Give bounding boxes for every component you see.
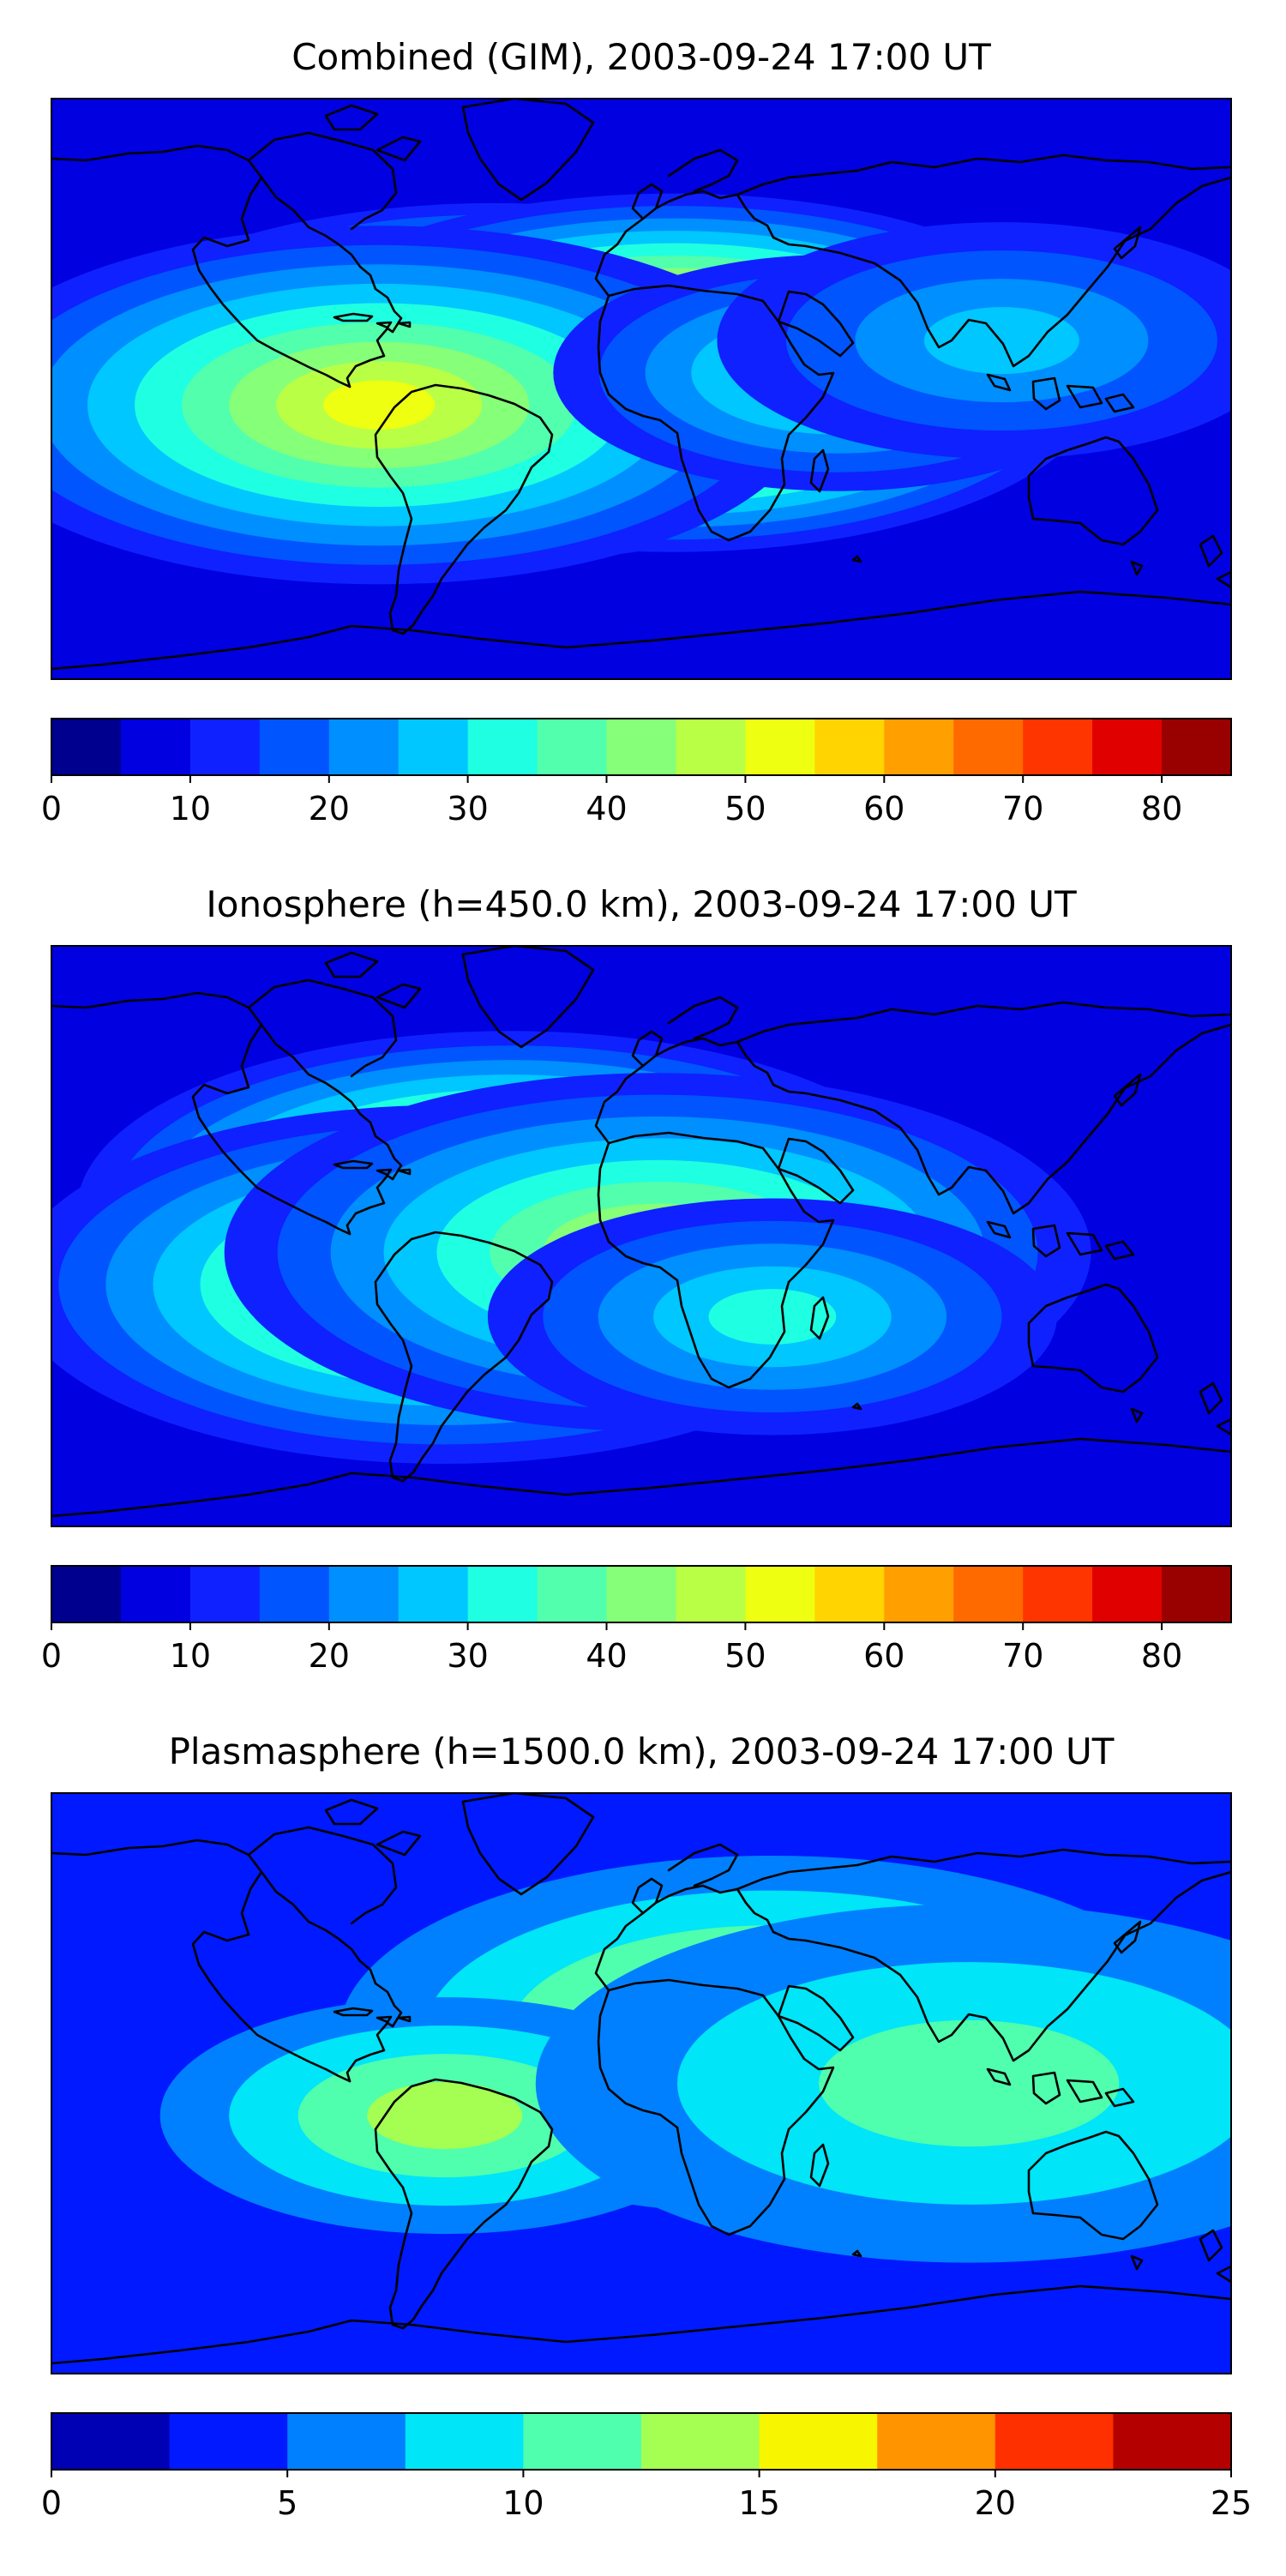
colorbar-segment <box>1023 1566 1093 1622</box>
colorbar-tick-label: 0 <box>41 2484 62 2522</box>
colorbar-segment <box>745 1566 815 1622</box>
contour-band <box>708 1289 837 1345</box>
colorbar-segment <box>641 2413 760 2470</box>
colorbar-segment <box>398 719 469 775</box>
colorbar-tick-label: 80 <box>1141 790 1182 828</box>
colorbar-segment <box>189 1566 261 1622</box>
colorbar-segment <box>884 719 954 775</box>
colorbar-segment <box>51 2413 171 2470</box>
colorbar-segment <box>606 1566 677 1622</box>
colorbar-segment <box>405 2413 524 2470</box>
colorbar-tick-label: 15 <box>738 2484 779 2522</box>
colorbar-tick-label: 60 <box>863 1637 904 1675</box>
colorbar-segment <box>523 2413 642 2470</box>
colorbar-segment <box>745 719 815 775</box>
colorbar-tick-label: 40 <box>586 1637 627 1675</box>
panel-title: Ionosphere (h=450.0 km), 2003-09-24 17:0… <box>206 883 1077 925</box>
colorbar-segment <box>287 2413 406 2470</box>
map-plot-area <box>51 945 1232 1527</box>
colorbar-segment <box>1023 719 1093 775</box>
colorbar-tick-label: 0 <box>41 1637 62 1675</box>
colorbar-segment <box>537 1566 608 1622</box>
colorbar-tick-label: 30 <box>447 790 488 828</box>
colorbar-segment <box>328 1566 400 1622</box>
colorbar-frame <box>51 1565 1232 1623</box>
colorbar-tick-label: 40 <box>586 790 627 828</box>
colorbar-tick-label: 80 <box>1141 1637 1182 1675</box>
colorbar-segment <box>814 1566 885 1622</box>
colorbar-segment <box>759 2413 878 2470</box>
colorbar-tick-label: 10 <box>170 790 211 828</box>
contour-field <box>51 193 1231 585</box>
colorbar-segment <box>537 719 608 775</box>
panel-combined: Combined (GIM), 2003-09-24 17:00 UT 0 10 2… <box>41 36 1232 828</box>
map-frame <box>51 1792 1232 2374</box>
colorbar-tick-label: 60 <box>863 790 904 828</box>
colorbar-segment <box>120 1566 191 1622</box>
panel-title: Plasmasphere (h=1500.0 km), 2003-09-24 1… <box>169 1730 1115 1773</box>
colorbar-segment <box>189 719 261 775</box>
colorbar-segment <box>328 719 400 775</box>
colorbar-frame <box>51 718 1232 776</box>
colorbar-tick-label: 10 <box>170 1637 211 1675</box>
colorbar-tick-label: 50 <box>724 790 766 828</box>
colorbar-tick-label: 0 <box>41 790 62 828</box>
map-frame <box>51 98 1232 680</box>
colorbar-segment <box>884 1566 954 1622</box>
colorbar-segment <box>1092 1566 1163 1622</box>
contour-band <box>367 2082 523 2150</box>
colorbar-segment <box>676 1566 747 1622</box>
colorbar-segment <box>259 1566 330 1622</box>
colorbar: 0 10 20 30 40 50 60 70 80 <box>41 718 1232 828</box>
colorbar-segment <box>676 719 747 775</box>
colorbar: 0 10 20 30 40 50 60 70 80 <box>41 1565 1232 1675</box>
colorbar-segment <box>51 719 122 775</box>
map-frame <box>51 945 1232 1527</box>
colorbar-tick-label: 50 <box>724 1637 766 1675</box>
colorbar-segment <box>51 1566 122 1622</box>
colorbar-tick-label: 10 <box>502 2484 544 2522</box>
colorbar: 0 5 10 15 20 25 <box>41 2412 1252 2522</box>
colorbar-tick-label: 70 <box>1002 790 1043 828</box>
contour-field <box>159 1856 1231 2263</box>
colorbar-segment <box>606 719 677 775</box>
colorbar-segment <box>814 719 885 775</box>
colorbar-segment <box>995 2413 1114 2470</box>
colorbar-segment <box>467 1566 538 1622</box>
colorbar-segment <box>1162 719 1232 775</box>
map-plot-area <box>51 98 1232 680</box>
colorbar-segment <box>120 719 191 775</box>
colorbar-tick-label: 20 <box>309 1637 350 1675</box>
colorbar-segment <box>169 2413 288 2470</box>
colorbar-tick-label: 30 <box>447 1637 488 1675</box>
contour-band <box>819 2019 1120 2147</box>
colorbar-tick-label: 20 <box>309 790 350 828</box>
colorbar-tick-label: 20 <box>975 2484 1016 2522</box>
colorbar-tick-label: 70 <box>1002 1637 1043 1675</box>
colorbar-tick-label: 5 <box>277 2484 297 2522</box>
map-plot-area <box>51 1792 1232 2374</box>
colorbar-frame <box>51 2412 1232 2471</box>
panel-plasmasphere: Plasmasphere (h=1500.0 km), 2003-09-24 1… <box>41 1730 1252 2522</box>
colorbar-segment <box>877 2413 996 2470</box>
colorbar-segment <box>467 719 538 775</box>
panel-ionosphere: Ionosphere (h=450.0 km), 2003-09-24 17:0… <box>41 883 1232 1675</box>
contour-band <box>323 380 436 430</box>
colorbar-segment <box>1162 1566 1232 1622</box>
panel-title: Combined (GIM), 2003-09-24 17:00 UT <box>291 36 991 78</box>
colorbar-segment <box>953 719 1024 775</box>
colorbar-segment <box>1092 719 1163 775</box>
colorbar-tick-label: 25 <box>1211 2484 1252 2522</box>
colorbar-segment <box>398 1566 469 1622</box>
colorbar-segment <box>1113 2413 1232 2470</box>
colorbar-segment <box>259 719 330 775</box>
colorbar-segment <box>953 1566 1024 1622</box>
